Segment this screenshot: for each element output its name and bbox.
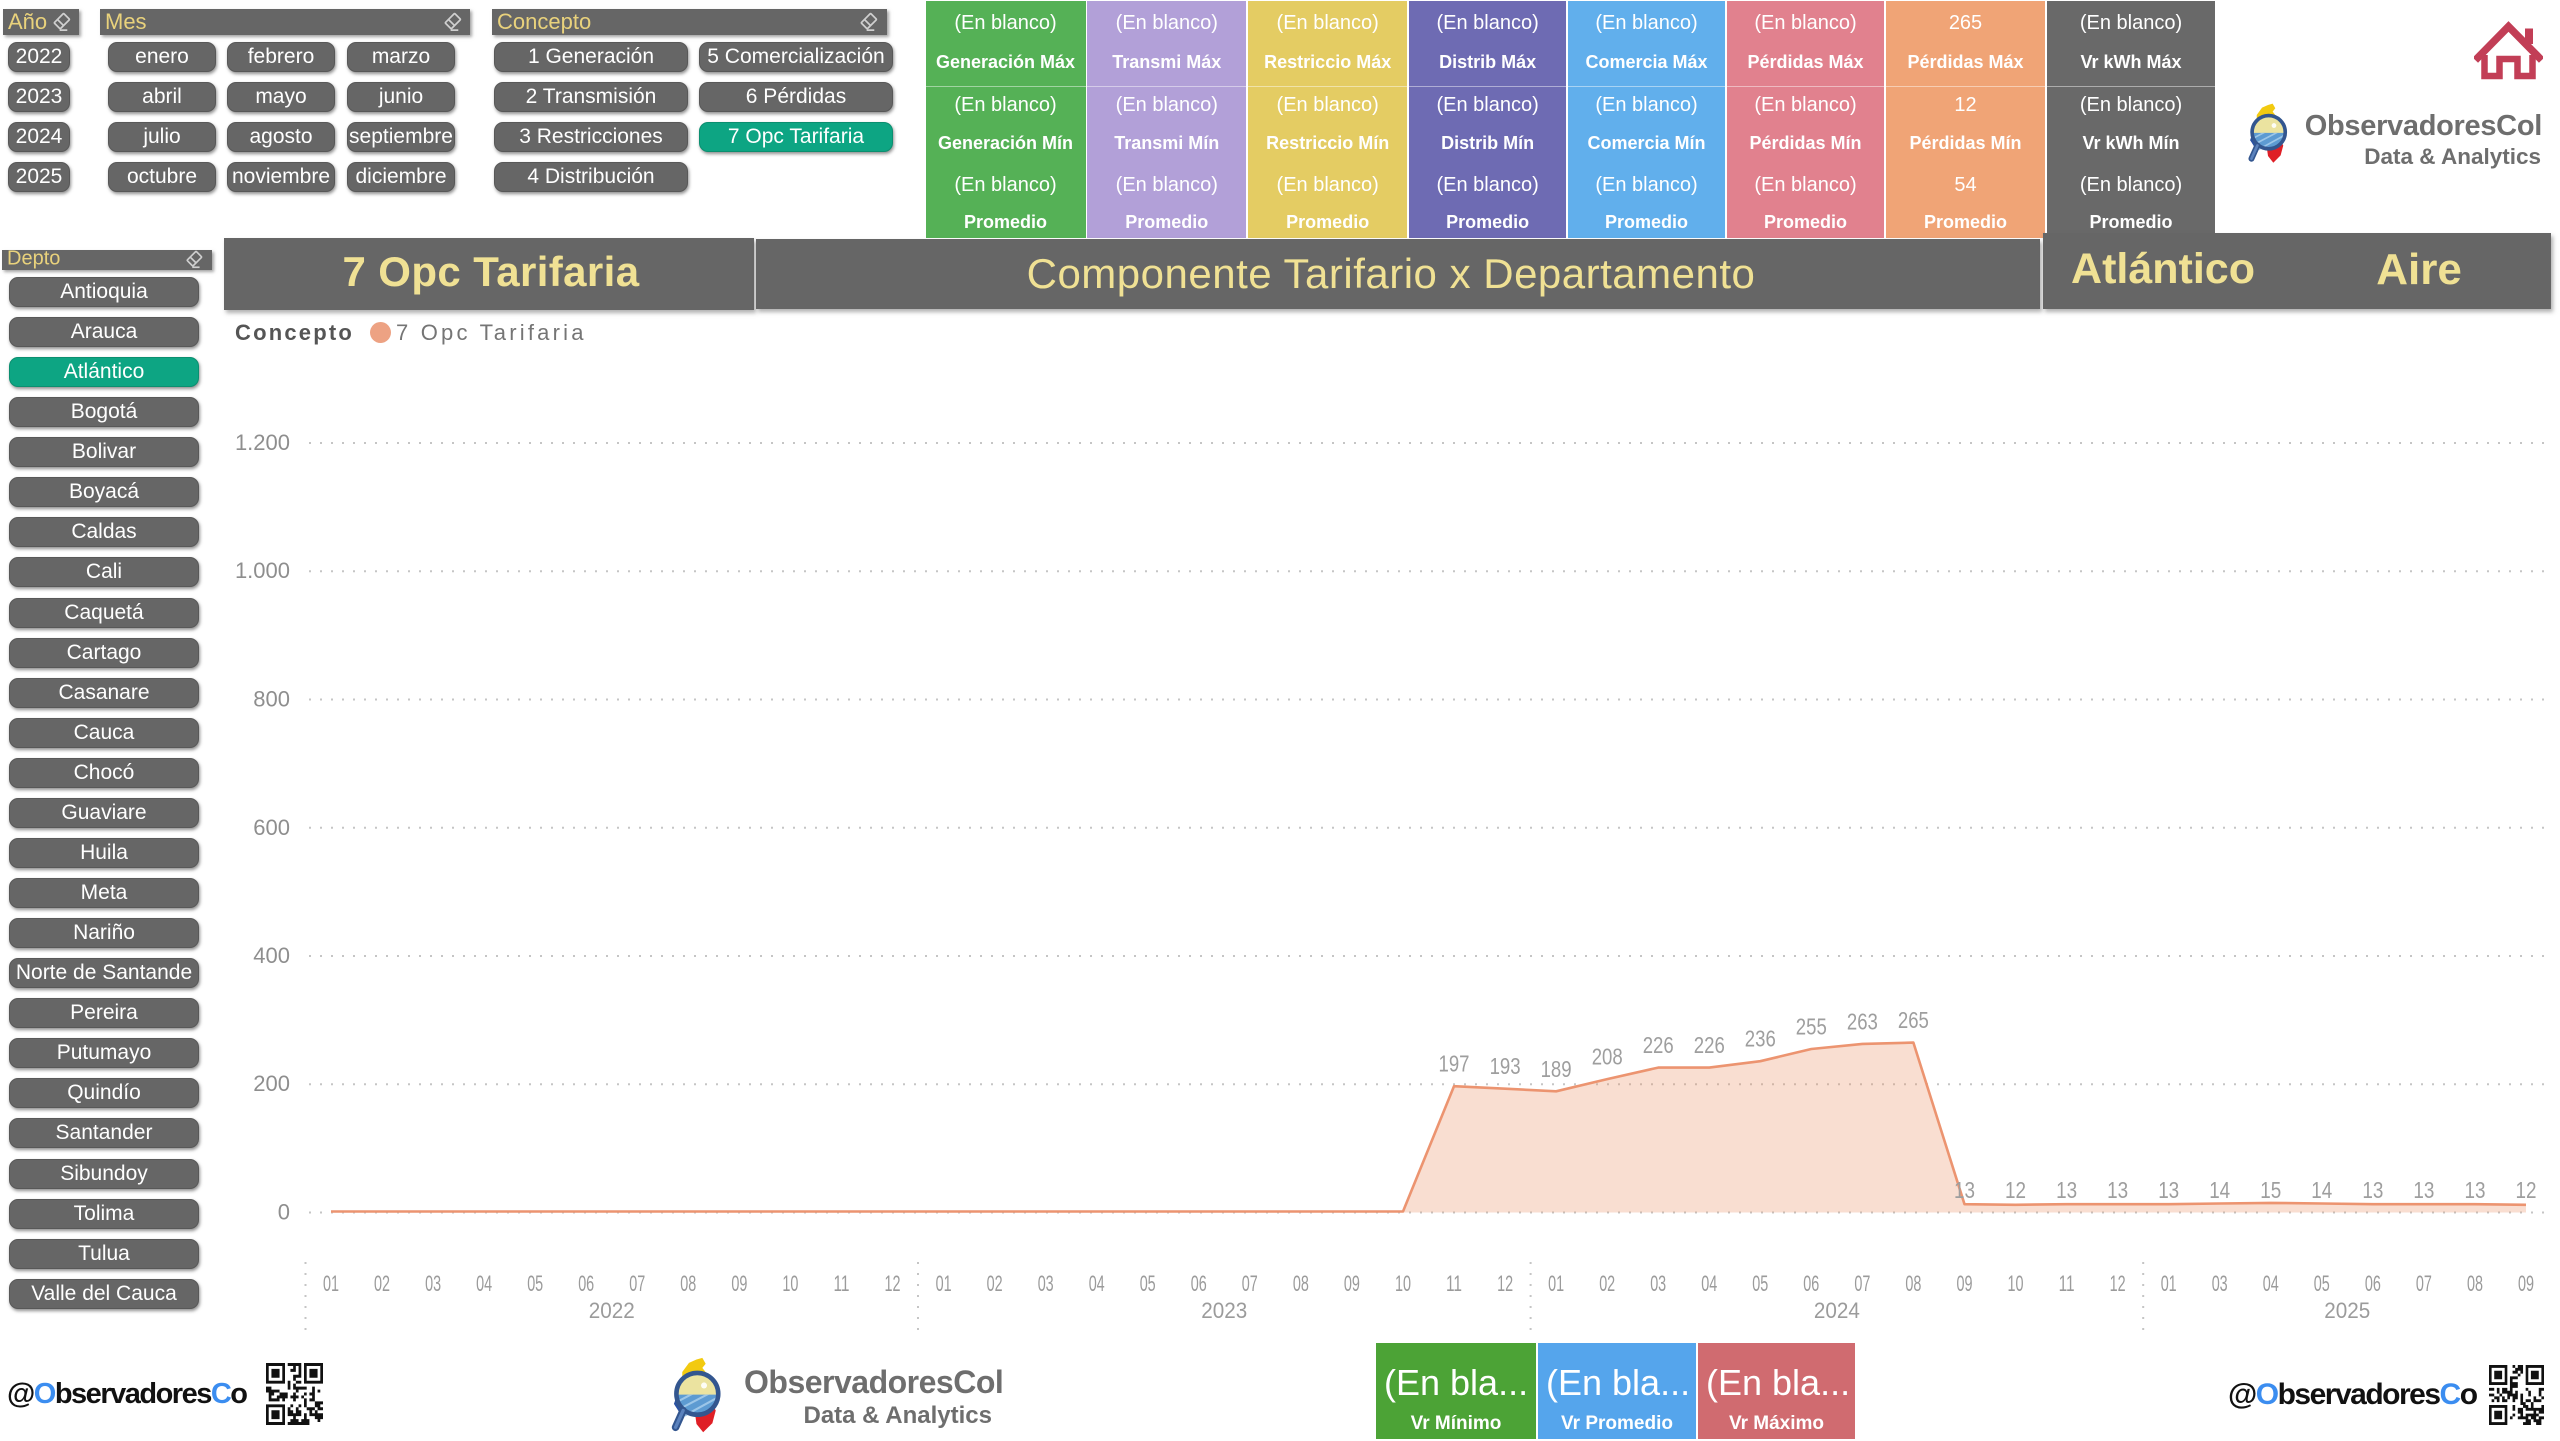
svg-text:10: 10 <box>1395 1271 1411 1296</box>
svg-text:05: 05 <box>527 1271 543 1296</box>
svg-text:13: 13 <box>2413 1177 2434 1203</box>
svg-text:200: 200 <box>253 1071 290 1096</box>
svg-text:14: 14 <box>2311 1177 2332 1203</box>
svg-text:08: 08 <box>2467 1271 2483 1296</box>
svg-text:400: 400 <box>253 943 290 968</box>
svg-text:12: 12 <box>2516 1177 2537 1203</box>
svg-text:2023: 2023 <box>1201 1298 1247 1323</box>
svg-text:10: 10 <box>2008 1271 2024 1296</box>
svg-text:13: 13 <box>2107 1177 2128 1203</box>
svg-text:03: 03 <box>1038 1271 1054 1296</box>
svg-text:06: 06 <box>578 1271 594 1296</box>
svg-text:08: 08 <box>1905 1271 1921 1296</box>
svg-text:05: 05 <box>1752 1271 1768 1296</box>
svg-text:02: 02 <box>1599 1271 1615 1296</box>
svg-text:236: 236 <box>1745 1026 1776 1052</box>
svg-text:01: 01 <box>2161 1271 2177 1296</box>
svg-text:226: 226 <box>1694 1032 1725 1058</box>
svg-text:06: 06 <box>2365 1271 2381 1296</box>
svg-text:06: 06 <box>1191 1271 1207 1296</box>
svg-text:0: 0 <box>278 1200 290 1225</box>
svg-text:13: 13 <box>2056 1177 2077 1203</box>
svg-text:12: 12 <box>1497 1271 1513 1296</box>
svg-text:05: 05 <box>1140 1271 1156 1296</box>
svg-text:600: 600 <box>253 815 290 840</box>
svg-text:1.200: 1.200 <box>235 430 290 455</box>
svg-text:08: 08 <box>680 1271 696 1296</box>
svg-text:1.000: 1.000 <box>235 558 290 583</box>
svg-text:05: 05 <box>2314 1271 2330 1296</box>
svg-text:03: 03 <box>1650 1271 1666 1296</box>
svg-text:13: 13 <box>1954 1177 1975 1203</box>
svg-text:04: 04 <box>1089 1271 1105 1296</box>
svg-text:01: 01 <box>323 1271 339 1296</box>
svg-text:226: 226 <box>1643 1032 1674 1058</box>
svg-text:2022: 2022 <box>589 1298 635 1323</box>
svg-text:2024: 2024 <box>1814 1298 1860 1323</box>
svg-text:07: 07 <box>1854 1271 1870 1296</box>
svg-text:02: 02 <box>374 1271 390 1296</box>
svg-text:09: 09 <box>731 1271 747 1296</box>
svg-text:01: 01 <box>936 1271 952 1296</box>
svg-text:09: 09 <box>1344 1271 1360 1296</box>
svg-text:189: 189 <box>1541 1056 1572 1082</box>
svg-text:208: 208 <box>1592 1044 1623 1070</box>
svg-text:255: 255 <box>1796 1014 1827 1040</box>
svg-text:01: 01 <box>1548 1271 1564 1296</box>
svg-text:14: 14 <box>2209 1177 2230 1203</box>
svg-text:08: 08 <box>1293 1271 1309 1296</box>
svg-text:03: 03 <box>425 1271 441 1296</box>
svg-text:12: 12 <box>885 1271 901 1296</box>
svg-text:03: 03 <box>2212 1271 2228 1296</box>
svg-text:06: 06 <box>1803 1271 1819 1296</box>
svg-text:193: 193 <box>1490 1053 1521 1079</box>
svg-text:2025: 2025 <box>2324 1298 2370 1323</box>
svg-text:13: 13 <box>2465 1177 2486 1203</box>
svg-text:04: 04 <box>2263 1271 2279 1296</box>
svg-text:15: 15 <box>2260 1177 2281 1203</box>
svg-text:07: 07 <box>629 1271 645 1296</box>
svg-text:13: 13 <box>2158 1177 2179 1203</box>
svg-text:09: 09 <box>1957 1271 1973 1296</box>
svg-text:263: 263 <box>1847 1008 1878 1034</box>
svg-text:07: 07 <box>2416 1271 2432 1296</box>
svg-text:11: 11 <box>1446 1271 1462 1296</box>
svg-text:02: 02 <box>987 1271 1003 1296</box>
svg-text:04: 04 <box>1701 1271 1717 1296</box>
svg-text:11: 11 <box>834 1271 850 1296</box>
svg-text:13: 13 <box>2362 1177 2383 1203</box>
svg-text:11: 11 <box>2059 1271 2075 1296</box>
svg-text:12: 12 <box>2110 1271 2126 1296</box>
svg-text:07: 07 <box>1242 1271 1258 1296</box>
svg-text:800: 800 <box>253 687 290 712</box>
svg-text:10: 10 <box>782 1271 798 1296</box>
svg-text:04: 04 <box>476 1271 492 1296</box>
svg-text:12: 12 <box>2005 1177 2026 1203</box>
svg-text:265: 265 <box>1898 1007 1929 1033</box>
svg-text:09: 09 <box>2518 1271 2534 1296</box>
svg-text:197: 197 <box>1439 1051 1470 1077</box>
